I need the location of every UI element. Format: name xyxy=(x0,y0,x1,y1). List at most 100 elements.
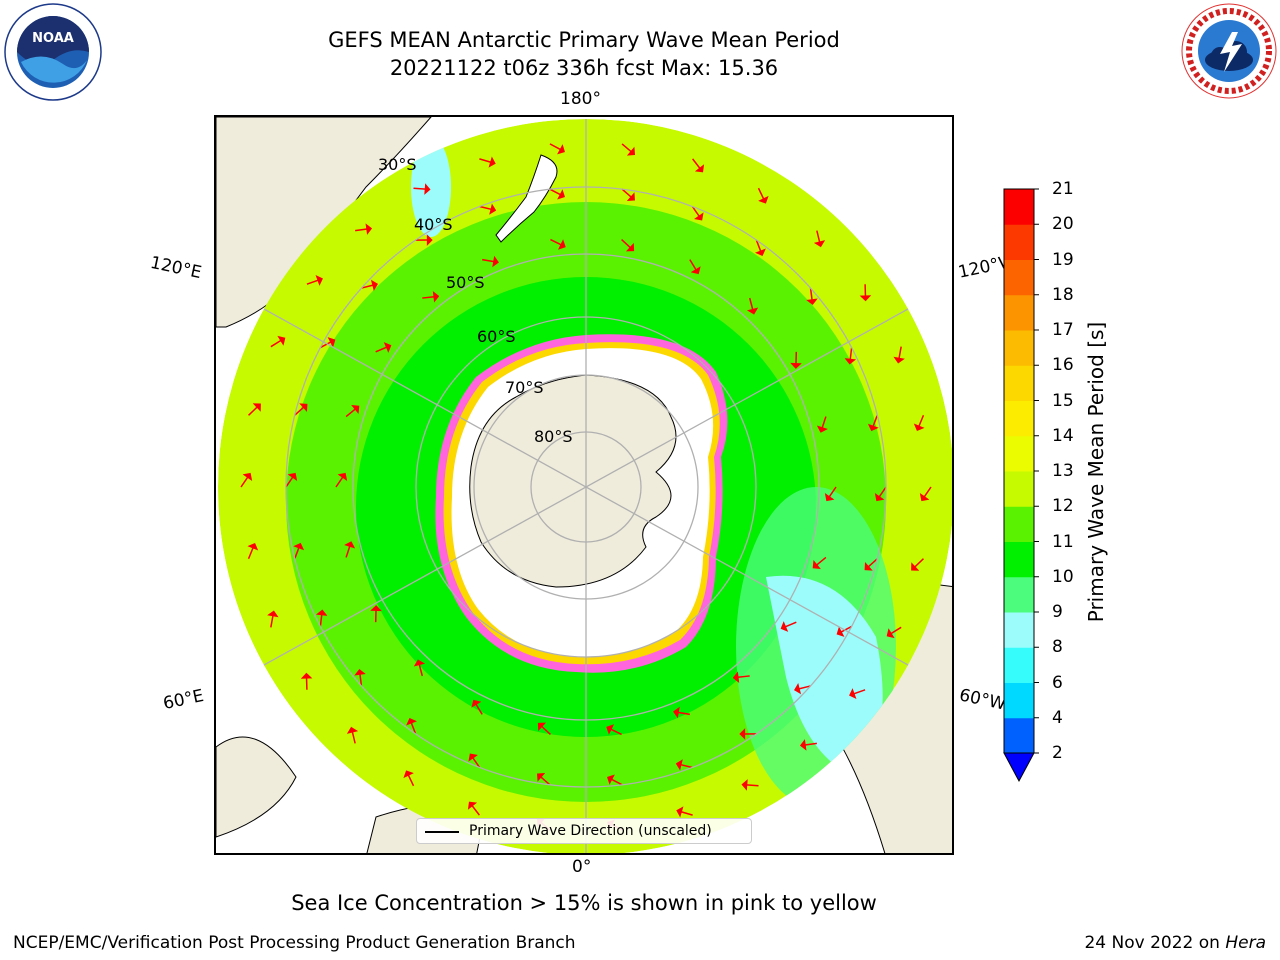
wave-arrow-head xyxy=(746,307,759,315)
wave-arrow-head xyxy=(293,542,305,551)
wave-arrow-head xyxy=(794,683,802,695)
wave-arrow xyxy=(748,297,754,310)
wave-arrow xyxy=(319,614,323,627)
wave-arrow xyxy=(878,486,887,498)
wave-arrow xyxy=(407,774,415,787)
lat-label-60s: 60°S xyxy=(477,327,516,346)
wave-arrow-head xyxy=(690,266,701,275)
wave-arrow xyxy=(757,187,765,200)
wave-arrow-head xyxy=(492,255,499,268)
nws-logo xyxy=(1181,3,1277,99)
colorbar-segment xyxy=(1004,541,1034,578)
footer-date: 24 Nov 2022 on Hera xyxy=(1084,933,1266,953)
wave-arrow xyxy=(294,406,305,416)
wave-arrow-head xyxy=(557,189,565,200)
colorbar-tick-label: 19 xyxy=(1052,249,1074,270)
wave-arrow xyxy=(345,408,356,418)
wave-arrow xyxy=(784,621,797,628)
wave-field-cyan-2 xyxy=(411,137,451,237)
wave-arrow xyxy=(475,703,483,715)
wave-arrow-head xyxy=(432,291,440,303)
wave-arrow-head xyxy=(537,773,546,782)
colorbar-tick-label: 12 xyxy=(1052,496,1074,517)
wave-arrow xyxy=(479,205,492,211)
wave-arrow-head xyxy=(344,541,356,549)
wave-arrow xyxy=(867,558,878,568)
wave-arrow-head xyxy=(864,561,873,571)
wave-arrow xyxy=(422,295,435,299)
wave-arrow-head xyxy=(468,753,478,762)
wave-arrow xyxy=(550,238,562,246)
colorbar-segment xyxy=(1004,682,1034,719)
wave-arrow-head xyxy=(327,337,336,348)
wave-arrow-head xyxy=(424,183,431,195)
wave-arrow-head xyxy=(676,806,684,818)
colorbar-tick-label: 4 xyxy=(1052,707,1063,728)
antarctica-land xyxy=(469,374,677,588)
colorbar-extend-triangle xyxy=(1003,752,1035,783)
wave-arrow xyxy=(611,778,623,786)
wave-arrow xyxy=(918,414,925,427)
wave-arrow xyxy=(692,158,701,169)
wave-arrow xyxy=(361,284,374,289)
wave-arrow xyxy=(335,476,344,488)
colorbar-tick-label: 2 xyxy=(1052,743,1063,763)
wave-arrow xyxy=(691,206,700,217)
wave-arrow xyxy=(798,685,811,690)
wave-arrow xyxy=(737,675,750,679)
colorbar-segment xyxy=(1004,189,1034,225)
wave-arrow-head xyxy=(489,203,497,215)
wave-arrow-head xyxy=(300,672,313,679)
colorbar-segment xyxy=(1004,506,1034,542)
wave-arrow-head xyxy=(886,628,895,639)
lon-label-120e: 120°E xyxy=(148,252,204,284)
footer-host: Hera xyxy=(1225,933,1266,953)
wave-arrow-head xyxy=(780,621,789,632)
wave-arrow-head xyxy=(299,403,308,413)
wave-arrow-head xyxy=(252,403,261,412)
wave-arrow xyxy=(294,547,300,560)
wave-arrow xyxy=(418,664,424,677)
wave-arrow xyxy=(270,615,274,628)
wave-arrow-head xyxy=(315,274,323,286)
wave-arrow-head xyxy=(403,770,414,779)
lon-label-60e: 60°E xyxy=(161,685,206,715)
wave-arrow-head xyxy=(758,195,769,204)
colorbar-tick-label: 21 xyxy=(1052,179,1074,199)
wave-arrow-head xyxy=(242,472,253,481)
wave-arrow-head xyxy=(315,609,328,616)
wave-arrow-head xyxy=(277,335,286,346)
wave-arrow xyxy=(677,711,690,716)
colorbar-segment xyxy=(1004,259,1034,296)
wave-arrow xyxy=(471,805,480,816)
wave-arrow xyxy=(809,287,813,301)
wave-arrow-head xyxy=(867,423,879,432)
colorbar-tick-label: 13 xyxy=(1052,461,1074,481)
wave-arrow-head xyxy=(471,699,482,708)
wave-arrow xyxy=(621,188,632,198)
wave-arrow-head xyxy=(626,192,635,201)
wave-arrow xyxy=(248,406,258,416)
colorbar-tick-label: 9 xyxy=(1052,602,1063,622)
wave-arrow-head xyxy=(426,234,433,246)
wave-arrow xyxy=(890,626,902,635)
lat-label-80s: 80°S xyxy=(534,427,573,446)
wave-arrow xyxy=(472,757,481,768)
wave-arrow xyxy=(680,811,693,816)
wave-arrow-head xyxy=(816,425,828,433)
wave-arrow-head xyxy=(673,706,680,719)
wave-arrow xyxy=(872,414,878,427)
wave-arrow xyxy=(746,784,759,787)
wave-arrow-head xyxy=(824,493,835,502)
wave-arrow-head xyxy=(365,223,373,235)
wave-arrow xyxy=(482,258,495,263)
wave-arrow xyxy=(270,339,282,348)
wave-arrow xyxy=(479,158,492,163)
wave-arrow-head xyxy=(346,726,359,734)
footer-branch: NCEP/EMC/Verification Post Processing Pr… xyxy=(13,933,576,953)
wave-arrow-head xyxy=(694,212,704,221)
wave-arrow xyxy=(804,742,817,746)
wave-arrow-head xyxy=(337,472,348,481)
map-title: GEFS MEAN Antarctic Primary Wave Mean Pe… xyxy=(328,28,840,52)
colorbar-segment xyxy=(1004,365,1034,401)
